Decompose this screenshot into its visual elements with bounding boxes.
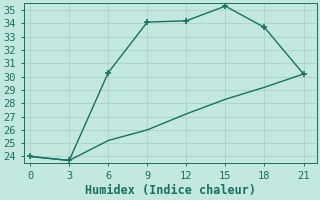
X-axis label: Humidex (Indice chaleur): Humidex (Indice chaleur) bbox=[84, 184, 256, 197]
